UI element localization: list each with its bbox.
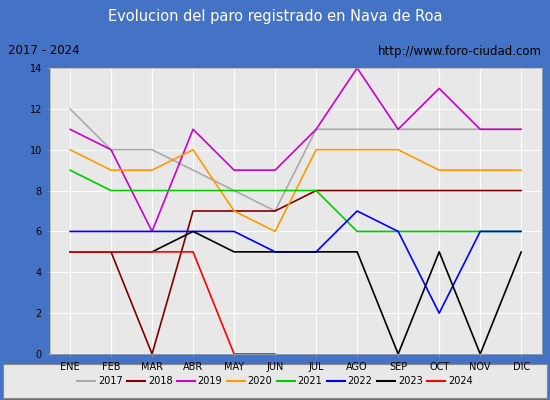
- Legend: 2017, 2018, 2019, 2020, 2021, 2022, 2023, 2024: 2017, 2018, 2019, 2020, 2021, 2022, 2023…: [74, 372, 476, 390]
- Text: 2017 - 2024: 2017 - 2024: [8, 44, 80, 58]
- Text: Evolucion del paro registrado en Nava de Roa: Evolucion del paro registrado en Nava de…: [108, 8, 442, 24]
- Text: http://www.foro-ciudad.com: http://www.foro-ciudad.com: [378, 44, 542, 58]
